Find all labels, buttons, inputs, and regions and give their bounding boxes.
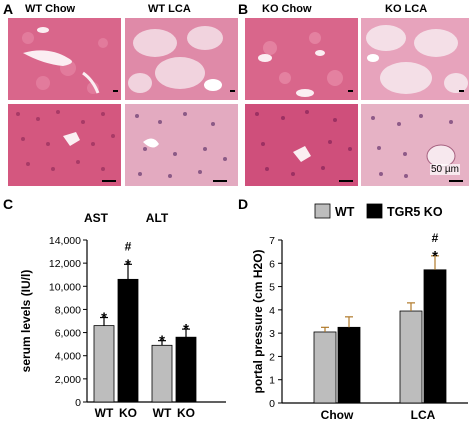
c-annotation: * xyxy=(125,256,131,273)
c-bar xyxy=(151,344,173,403)
d-y-tick-label: 0 xyxy=(269,398,275,410)
d-x-tick-label: LCA xyxy=(411,408,436,422)
ko-chow-title: KO Chow xyxy=(262,3,312,15)
d-y-tick-label: 7 xyxy=(269,235,275,247)
c-bar xyxy=(175,336,197,403)
c-group-title-alt: ALT xyxy=(146,211,169,225)
d-y-tick-label: 2 xyxy=(269,351,275,363)
d-legend-swatch xyxy=(366,203,383,219)
ko-chow-lowmag-image xyxy=(245,18,358,100)
c-y-tick-label: 14,000 xyxy=(49,235,81,247)
d-bar xyxy=(313,331,337,404)
d-bar xyxy=(423,269,447,404)
c-bar xyxy=(93,325,115,403)
wt-lca-lowmag-image xyxy=(125,18,238,100)
c-annotation: * xyxy=(183,321,189,338)
d-y-tick-label: 3 xyxy=(269,328,275,340)
c-annotation: # xyxy=(125,239,132,253)
c-group-title-ast: AST xyxy=(84,211,109,225)
d-bar xyxy=(337,326,361,404)
panel-c-letter: C xyxy=(3,196,14,212)
d-annotation: * xyxy=(432,248,438,265)
c-x-tick-label: WT xyxy=(95,406,114,420)
scale-bar-label: 50 µm xyxy=(430,164,460,175)
wt-lca-highmag-image xyxy=(125,104,238,186)
panel-d-letter: D xyxy=(238,196,249,212)
c-y-tick-label: 10,000 xyxy=(49,281,81,293)
ko-lca-highmag-image xyxy=(361,104,469,186)
c-y-tick-label: 8,000 xyxy=(55,304,81,316)
c-annotation: * xyxy=(101,310,107,327)
d-annotation: # xyxy=(432,231,439,245)
c-bar xyxy=(117,278,139,403)
panel-a-letter: A xyxy=(3,1,14,17)
wt-chow-title: WT Chow xyxy=(25,3,76,15)
d-y-tick-label: 6 xyxy=(269,258,275,270)
d-legend-label: TGR5 KO xyxy=(387,205,443,219)
c-x-tick-label: KO xyxy=(177,406,195,420)
c-y-tick-label: 4,000 xyxy=(55,351,81,363)
d-x-tick-label: Chow xyxy=(321,408,354,422)
d-bar xyxy=(399,310,423,404)
wt-lca-title: WT LCA xyxy=(148,3,191,15)
ko-chow-highmag-image xyxy=(245,104,358,186)
c-y-axis-label: serum levels (IU/l) xyxy=(19,270,33,373)
c-x-tick-label: WT xyxy=(153,406,172,420)
panel-b-letter: B xyxy=(238,1,249,17)
d-y-tick-label: 1 xyxy=(269,375,275,387)
c-y-tick-label: 2,000 xyxy=(55,374,81,386)
d-y-axis-label: portal pressure (cm H2O) xyxy=(251,249,265,393)
d-y-tick-label: 4 xyxy=(269,305,275,317)
d-legend-label: WT xyxy=(335,205,355,219)
c-y-tick-label: 6,000 xyxy=(55,328,81,340)
wt-chow-highmag-image xyxy=(8,104,121,186)
d-y-tick-label: 5 xyxy=(269,282,275,294)
wt-chow-lowmag-image xyxy=(8,18,121,100)
d-legend-swatch xyxy=(314,203,331,219)
c-y-tick-label: 0 xyxy=(75,397,81,409)
ko-lca-title: KO LCA xyxy=(385,3,428,15)
c-y-tick-label: 12,000 xyxy=(49,258,81,270)
ko-lca-lowmag-image xyxy=(361,18,469,100)
c-x-tick-label: KO xyxy=(119,406,137,420)
c-annotation: * xyxy=(159,333,165,350)
